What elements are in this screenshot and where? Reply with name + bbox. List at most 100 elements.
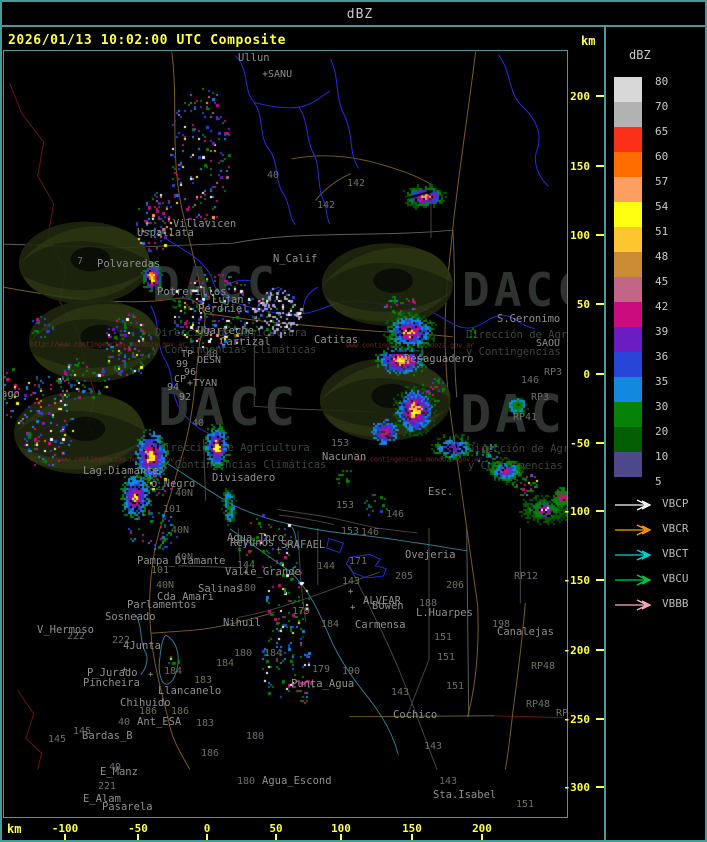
page-title: dBZ [346, 7, 374, 22]
route-label: 179 [312, 664, 331, 675]
place-label: Potrerillos [157, 286, 227, 298]
bottom-axis-tick-mark [137, 834, 139, 840]
radar-map: DACCDACCDACCDACCDirección de Agricultura… [4, 51, 567, 817]
station-label: CP [174, 374, 187, 385]
place-label: Pincheira [83, 677, 140, 689]
place-label: Ovejeria [405, 549, 456, 561]
titlebar-divider [0, 25, 707, 27]
route-label: 184 [164, 666, 183, 677]
legend-label: VBBB [662, 597, 689, 610]
route-label: 143 [424, 741, 443, 752]
right-axis-tick-label: 150 [570, 160, 590, 173]
place-label: Ugarteche [197, 325, 254, 337]
panel-divider [604, 26, 606, 842]
route-label: 142 [317, 200, 336, 211]
right-axis-unit-label: km [581, 34, 596, 48]
route-label: 40 [109, 762, 122, 773]
station-label: SAOU [536, 338, 561, 349]
window-border-bottom [0, 840, 707, 842]
place-label: ALVEAR [363, 595, 401, 607]
colorbar-swatch [614, 352, 642, 377]
route-label: 184 [264, 648, 283, 659]
legend-arrow-icon [615, 599, 652, 611]
route-label: 222 [67, 631, 86, 642]
right-axis-tick-label: -250 [563, 713, 591, 726]
place-label: Bardas_B [82, 730, 133, 742]
route-label: 198 [492, 619, 511, 630]
station-cross-marker: + [348, 587, 354, 597]
route-label: 146 [521, 375, 540, 386]
station-label: 96 [184, 367, 197, 378]
colorbar-value-label: 51 [655, 225, 669, 238]
route-label: 143 [439, 776, 458, 787]
colorbar-value-label: 60 [655, 150, 669, 163]
right-axis-tick-label: -50 [570, 437, 590, 450]
bottom-axis-tick-mark [411, 834, 413, 840]
route-label: 180 [237, 776, 256, 787]
colorbar-value-label: 45 [655, 275, 669, 288]
bottom-axis-tick-label: 0 [203, 822, 211, 835]
route-label: 40N [171, 525, 190, 536]
station-cross-marker: + [350, 603, 356, 613]
colorbar-swatch [614, 277, 642, 302]
route-label: 188 [419, 598, 438, 609]
bottom-axis-tick-label: 100 [331, 822, 351, 835]
route-label: RP41 [513, 412, 538, 423]
route-label: 205 [395, 571, 414, 582]
station-label: +TYAN [187, 378, 218, 389]
route-label: 186 [201, 748, 220, 759]
right-axis-tick-label: 50 [576, 298, 590, 311]
colorbar-swatch [614, 402, 642, 427]
route-label: 221 [98, 781, 117, 792]
place-label: Valle_Grande [225, 566, 301, 578]
bottom-axis-tick-mark [206, 834, 208, 840]
route-label: 180 [246, 731, 265, 742]
station-label: TP [181, 349, 194, 360]
colorbar-swatch [614, 452, 642, 477]
place-label: Agua_Toro [227, 532, 284, 544]
route-label: 40N [175, 552, 194, 563]
route-label: 171 [349, 556, 368, 567]
bottom-axis-tick-label: -100 [51, 822, 79, 835]
place-label: Nacunan [322, 451, 367, 463]
place-label: Reyunos [230, 537, 275, 549]
route-label: 190 [342, 666, 361, 677]
route-label: 153 [331, 438, 350, 449]
route-label: 183 [194, 675, 213, 686]
route-label: 180 [238, 583, 257, 594]
route-label: 143 [391, 687, 410, 698]
right-axis-tick-mark [596, 234, 604, 236]
route-label: RP48 [531, 661, 556, 672]
place-label: Ant_ESA [137, 716, 182, 728]
route-label: 40 [267, 170, 280, 181]
right-axis-tick-mark [596, 95, 604, 97]
route-label: 146 [361, 527, 380, 538]
route-label: 40N [156, 580, 175, 591]
colorbar-value-label: 35 [655, 375, 669, 388]
place-label: Salinas [198, 583, 243, 595]
legend-label: VBCR [662, 522, 689, 535]
colorbar-swatch [614, 427, 642, 452]
colorbar-value-label: 5 [655, 475, 662, 488]
colorbar-panel: dBZ 80 70 65 60 57 54 51 48 45 42 39 36 35 30 20 10 5 VB… [605, 26, 705, 842]
place-label: Sosneado [105, 611, 156, 623]
legend-row: VBCU [613, 572, 689, 586]
place-label: E_Manz [100, 766, 138, 778]
colorbar-value-label: 36 [655, 350, 669, 363]
route-label: 184 [216, 658, 235, 669]
place-label: Parlamentos [127, 599, 197, 611]
place-label: Pasarela [102, 801, 153, 813]
route-label: 179 [292, 606, 311, 617]
route-label: 40 [192, 418, 205, 429]
colorbar-value-label: 42 [655, 300, 669, 313]
route-label: 101 [163, 504, 182, 515]
route-label: 151 [437, 652, 456, 663]
place-label: Uspallata [137, 227, 194, 239]
place-label: P_Jurado [87, 667, 138, 679]
timestamp-label: 2026/01/13 10:02:00 UTC Composite [8, 33, 287, 48]
colorbar-value-label: 30 [655, 400, 669, 413]
route-label: 146 [386, 509, 405, 520]
window-border-right [705, 0, 707, 842]
window-border-top [0, 0, 707, 2]
colorbar-swatch [614, 377, 642, 402]
